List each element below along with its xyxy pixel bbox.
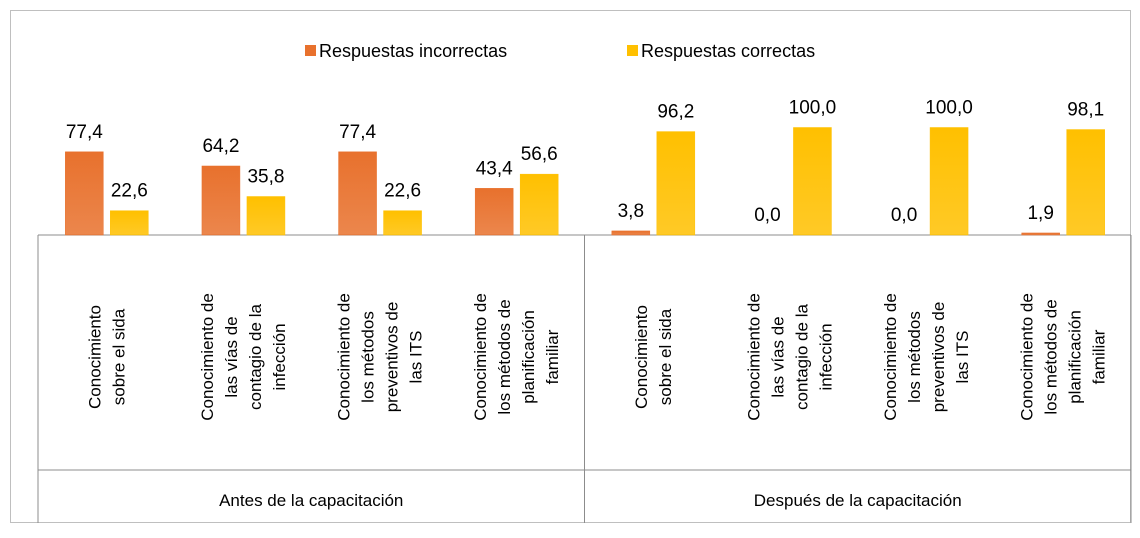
group-label: Antes de la capacitación [219, 491, 403, 510]
data-label: 56,6 [521, 144, 558, 165]
legend-label: Respuestas correctas [641, 41, 815, 61]
bar [201, 165, 241, 236]
data-label: 35,8 [247, 167, 284, 188]
bar [1021, 232, 1060, 236]
data-label: 96,2 [657, 102, 694, 123]
bar [65, 151, 104, 236]
bar [246, 196, 286, 236]
x-tick-label: Conocimiento de las vías de contagio de la… [744, 293, 835, 421]
data-label: 77,4 [339, 122, 376, 143]
data-label: 98,1 [1067, 100, 1104, 121]
legend-label: Respuestas incorrectas [319, 41, 507, 61]
data-label: 1,9 [1027, 203, 1053, 224]
bar [656, 131, 696, 236]
data-label: 100,0 [925, 98, 973, 119]
legend-swatch [627, 45, 638, 56]
x-tick-label: Conocimiento de las vías de contagio de la… [198, 293, 289, 421]
x-tick-label: Conocimiento sobre el sida [632, 305, 675, 409]
bar [929, 127, 969, 236]
bar [338, 151, 377, 236]
x-tick-label: Conocimiento de los métodos preventivos de… [335, 293, 426, 421]
data-label: 22,6 [111, 181, 148, 202]
bar [1066, 129, 1105, 236]
x-tick-label: Conocimiento de los métodos preventivos de… [881, 293, 972, 421]
data-label: 0,0 [754, 205, 780, 226]
x-tick-label: Conocimiento sobre el sida [85, 305, 128, 409]
data-label: 100,0 [789, 98, 837, 119]
data-label: 77,4 [66, 122, 103, 143]
x-tick-label: Conocimiento de los métodos de planificaci… [1018, 293, 1109, 421]
legend-swatch [305, 45, 316, 56]
bar [110, 210, 149, 236]
data-label: 22,6 [384, 181, 421, 202]
bar [383, 210, 422, 236]
bar [793, 127, 832, 236]
bar [474, 188, 514, 236]
data-label: 0,0 [891, 205, 917, 226]
bar [611, 230, 651, 236]
data-label: 64,2 [202, 136, 239, 157]
data-label: 43,4 [476, 158, 513, 179]
chart-frame [10, 10, 1131, 523]
data-label: 3,8 [618, 201, 644, 222]
x-tick-label: Conocimiento de los métodos de planificaci… [471, 293, 562, 421]
group-label: Después de la capacitación [754, 491, 962, 510]
bar [519, 173, 559, 236]
